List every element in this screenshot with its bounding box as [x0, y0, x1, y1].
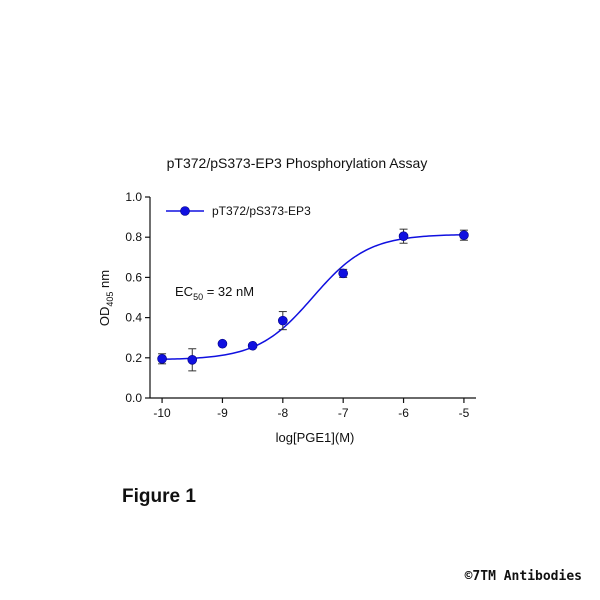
y-tick-label: 0.8: [125, 230, 142, 244]
data-point: [398, 231, 409, 241]
y-axis-label-main: OD: [97, 307, 112, 327]
data-point: [217, 338, 228, 349]
x-tick-label: -10: [153, 406, 171, 420]
data-point: [247, 340, 258, 351]
x-tick-label: -8: [277, 406, 288, 420]
y-axis-label: OD405 nm: [97, 270, 115, 326]
x-axis-label: log[PGE1](M): [276, 430, 355, 445]
data-point: [338, 268, 348, 279]
ec50-suffix: = 32 nM: [203, 284, 254, 299]
axes: 0.0 0.2 0.4 0.6 0.8 1.0 -10 -9 -8 -7 -6 -5: [125, 190, 476, 420]
legend: pT372/pS373-EP3: [166, 204, 311, 218]
copyright-notice: ©7TM Antibodies: [464, 569, 582, 584]
y-axis-label-unit: nm: [97, 270, 112, 292]
x-tick-label: -9: [217, 406, 228, 420]
y-tick-label: 0.0: [125, 391, 142, 405]
ec50-annotation: EC50 = 32 nM: [175, 284, 254, 302]
legend-marker: [180, 206, 190, 216]
ec50-subscript: 50: [193, 292, 203, 302]
y-tick-label: 0.2: [125, 351, 142, 365]
y-tick-label: 0.6: [125, 270, 142, 284]
fit-curve: [162, 233, 464, 361]
fit-curve-layer: [162, 233, 464, 361]
data-point: [459, 230, 469, 240]
chart-title: pT372/pS373-EP3 Phosphorylation Assay: [167, 155, 428, 171]
legend-label: pT372/pS373-EP3: [212, 204, 311, 218]
y-axis-label-sub: 405: [105, 292, 115, 307]
x-tick-label: -5: [459, 406, 470, 420]
y-tick-label: 1.0: [125, 190, 142, 204]
data-point: [157, 354, 167, 364]
figure-label: Figure 1: [122, 486, 196, 507]
data-points-layer: [157, 228, 469, 372]
ec50-prefix: EC: [175, 284, 193, 299]
x-tick-label: -7: [338, 406, 349, 420]
data-point: [278, 315, 288, 326]
data-point: [187, 355, 198, 365]
y-tick-label: 0.4: [125, 311, 142, 325]
x-tick-label: -6: [398, 406, 409, 420]
